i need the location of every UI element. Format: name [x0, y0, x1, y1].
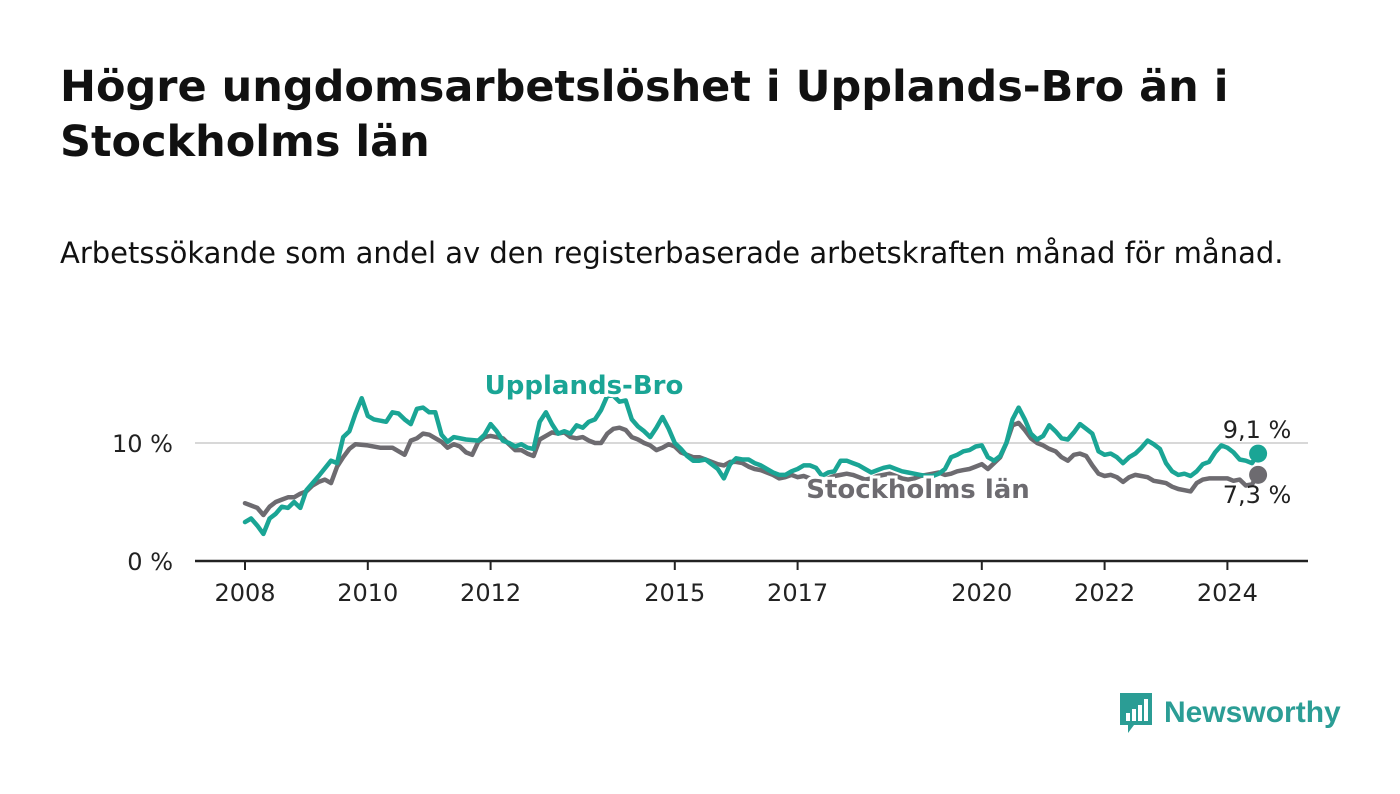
series-label-stockholms-lan: Stockholms län	[806, 475, 1030, 505]
chart-title: Högre ungdomsarbetslöshet i Upplands-Bro…	[60, 62, 1229, 167]
end-point-stockholms-lan	[1249, 465, 1268, 484]
x-tick-label: 2010	[337, 579, 398, 607]
x-axis-ticks: 2008 2010 2012 2015 2017 2020 2022 2024	[195, 559, 1308, 607]
series-lines	[242, 393, 1268, 537]
x-tick-label: 2012	[460, 579, 521, 607]
y-tick-label: 10 %	[112, 430, 173, 458]
series-line-upplands-bro	[242, 393, 1261, 537]
end-label-upplands-bro: 9,1 %	[1223, 416, 1292, 444]
line-chart: 0 % 10 % 2008 2010 2012 2015 2017 2020 2022 2024…	[112, 368, 1308, 607]
x-tick-label: 2022	[1074, 579, 1135, 607]
x-tick-label: 2017	[767, 579, 828, 607]
end-label-stockholms-lan: 7,3 %	[1223, 481, 1292, 509]
x-tick-label: 2008	[214, 579, 275, 607]
chart-subtitle: Arbetssökande som andel av den registerb…	[60, 236, 1284, 270]
y-axis-ticks: 0 % 10 %	[112, 430, 173, 576]
newsworthy-logo-icon	[1120, 693, 1152, 733]
series-label-upplands-bro: Upplands-Bro	[485, 371, 684, 401]
x-tick-label: 2015	[644, 579, 705, 607]
brand-logo: Newsworthy	[1118, 690, 1341, 736]
brand-name: Newsworthy	[1164, 696, 1341, 729]
x-tick-label: 2024	[1197, 579, 1258, 607]
series-line-stockholms-lan	[242, 420, 1261, 518]
y-tick-label: 0 %	[127, 548, 173, 576]
series-labels: Upplands-Bro Stockholms län 9,1 % 7,3 %	[482, 368, 1292, 509]
x-tick-label: 2020	[951, 579, 1012, 607]
end-point-upplands-bro	[1249, 444, 1268, 463]
